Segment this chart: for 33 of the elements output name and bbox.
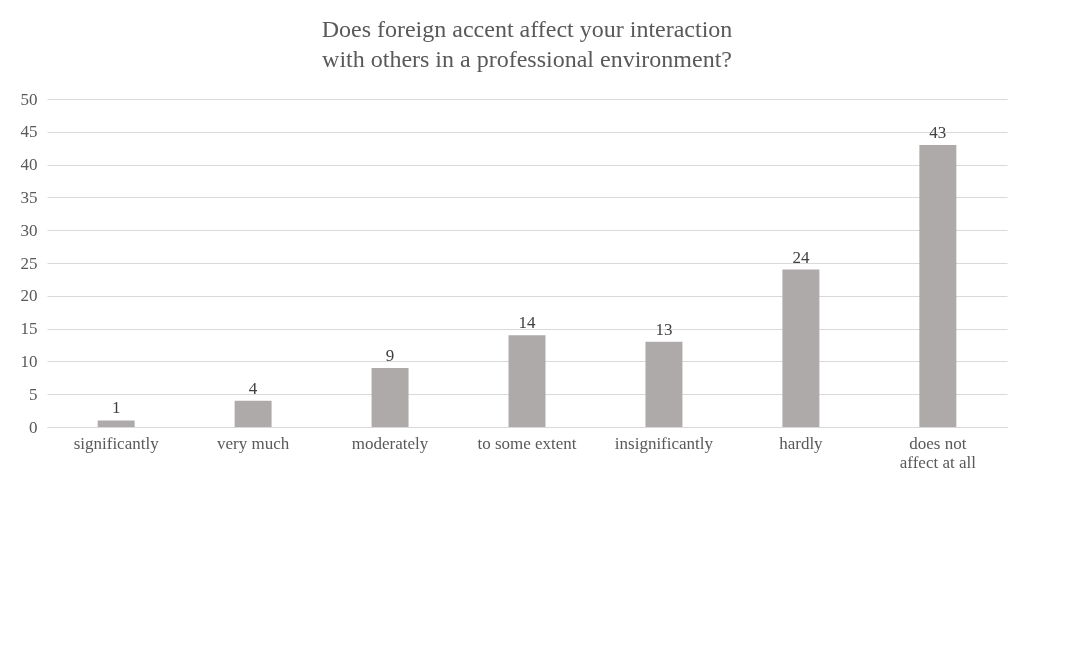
y-tick-label: 35 bbox=[20, 187, 38, 207]
bar bbox=[645, 341, 683, 427]
bar bbox=[234, 400, 272, 427]
x-tick-label: hardly bbox=[779, 433, 824, 453]
x-tick-label: does not affect at all bbox=[899, 433, 977, 472]
data-label: 9 bbox=[385, 345, 395, 365]
bar bbox=[919, 144, 957, 427]
bar bbox=[371, 367, 409, 427]
data-label: 4 bbox=[248, 378, 258, 398]
data-label: 14 bbox=[518, 313, 536, 333]
x-tick-label: to some extent bbox=[477, 433, 577, 453]
bar bbox=[508, 335, 546, 427]
data-label: 43 bbox=[929, 122, 947, 142]
data-label: 1 bbox=[111, 398, 121, 418]
y-tick-label: 25 bbox=[20, 253, 38, 273]
y-tick-label: 0 bbox=[29, 417, 38, 437]
bar bbox=[782, 269, 820, 427]
y-tick-label: 30 bbox=[20, 220, 38, 240]
y-tick-label: 50 bbox=[20, 89, 38, 109]
x-tick-label: significantly bbox=[73, 433, 160, 453]
y-tick-label: 45 bbox=[20, 122, 38, 142]
x-tick-label: very much bbox=[216, 433, 290, 453]
y-tick-label: 10 bbox=[20, 351, 38, 371]
x-tick-label: insignificantly bbox=[614, 433, 714, 453]
data-label: 13 bbox=[655, 319, 673, 339]
chart-title: Does foreign accent affect your interaction with others in a professional environment? bbox=[321, 16, 733, 72]
y-tick-label: 40 bbox=[20, 155, 38, 175]
y-tick-label: 20 bbox=[20, 286, 38, 306]
x-tick-label: moderately bbox=[351, 433, 429, 453]
y-tick-label: 15 bbox=[20, 319, 38, 339]
data-label: 24 bbox=[792, 247, 810, 267]
y-tick-label: 5 bbox=[29, 384, 38, 404]
bar bbox=[97, 420, 135, 427]
